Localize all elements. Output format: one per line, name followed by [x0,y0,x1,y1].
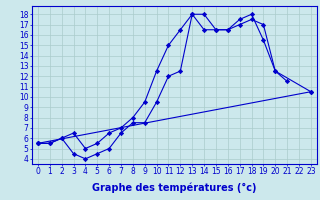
X-axis label: Graphe des températures (°c): Graphe des températures (°c) [92,182,257,193]
